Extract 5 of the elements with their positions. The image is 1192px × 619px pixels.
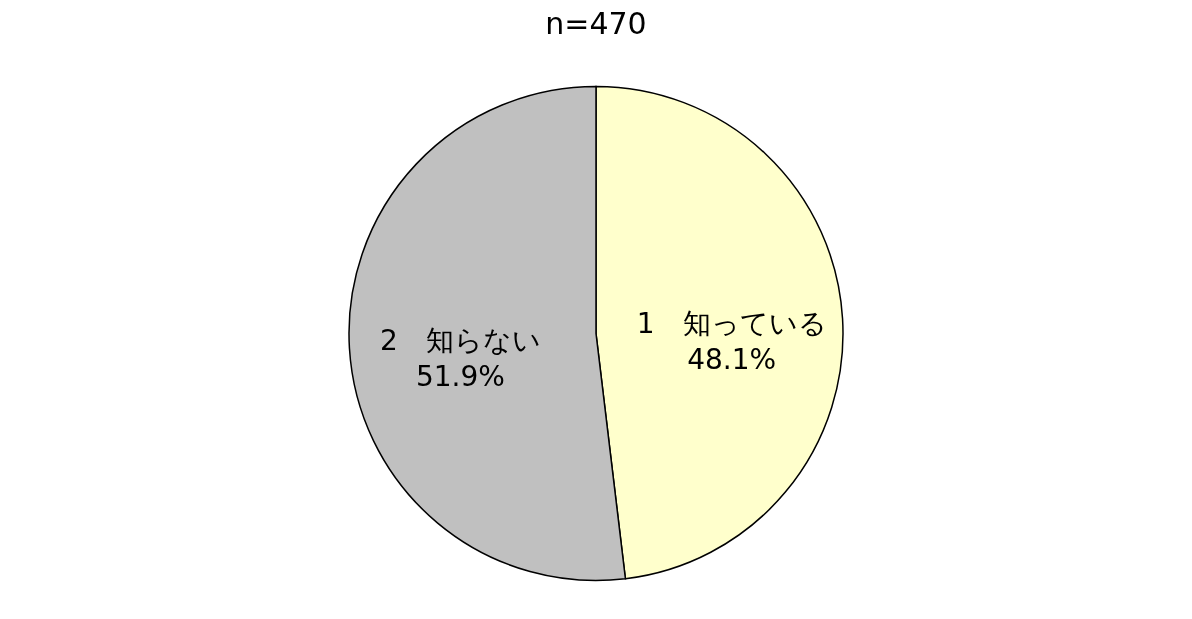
data-label: 48.1% xyxy=(687,343,777,377)
slice-label: 1 知っている xyxy=(636,307,827,341)
data-label: 51.9% xyxy=(415,359,505,393)
chart-title: n=470 xyxy=(545,6,647,41)
slice-label: 2 知らない xyxy=(379,323,541,357)
